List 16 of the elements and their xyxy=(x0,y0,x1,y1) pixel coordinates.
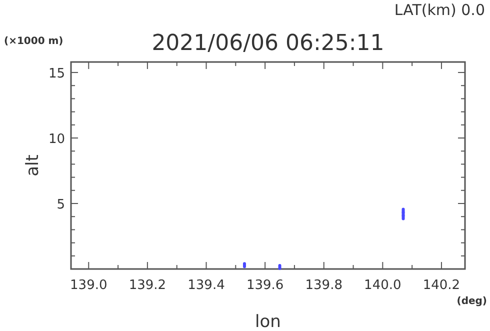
y-axis-title: alt xyxy=(23,154,43,176)
x-tick-label: 140.0 xyxy=(364,278,402,293)
x-tick-label: 139.8 xyxy=(305,278,342,293)
x-tick-label: 139.2 xyxy=(128,278,166,293)
y-tick-label: 15 xyxy=(48,66,65,82)
x-tick-label: 139.6 xyxy=(246,278,284,293)
x-axis-title: lon xyxy=(255,312,281,331)
x-tick-label: 139.4 xyxy=(188,278,225,293)
x-tick-label: 140.2 xyxy=(422,278,460,293)
text: (deg) xyxy=(456,296,487,307)
y-tick-label: 5 xyxy=(56,197,65,212)
y-tick-label: 10 xyxy=(48,132,65,147)
x-tick-label: 139.0 xyxy=(70,278,108,293)
text: LAT(km) 0.0 xyxy=(394,1,485,19)
text: (×1000 m) xyxy=(4,36,64,47)
chart-title: 2021/06/06 06:25:11 xyxy=(152,31,384,56)
